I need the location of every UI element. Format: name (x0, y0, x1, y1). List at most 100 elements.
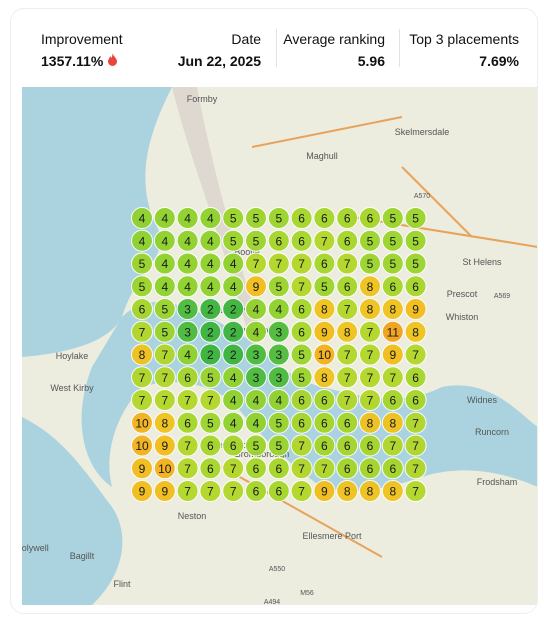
rank-marker (245, 457, 267, 480)
rank-label: 2 (230, 303, 237, 317)
rank-marker (336, 411, 359, 434)
rank-marker (290, 389, 313, 411)
rank-label: 2 (207, 348, 214, 362)
rank-marker (336, 207, 359, 229)
rank-label: 7 (367, 371, 374, 385)
rank-marker (381, 275, 404, 298)
rank-label: 4 (230, 280, 237, 294)
rank-label: 6 (344, 212, 351, 226)
rank-marker (404, 480, 427, 502)
place-label: Maghull (306, 151, 338, 161)
rank-label: 6 (344, 234, 351, 248)
rank-marker (313, 207, 336, 229)
dee-estuary (22, 417, 123, 605)
rank-label: 7 (412, 348, 419, 362)
rank-label: 4 (207, 234, 214, 248)
rank-marker (336, 389, 359, 411)
rank-label: 5 (253, 439, 260, 453)
rank-marker (245, 320, 267, 343)
rank-label: 4 (253, 416, 260, 430)
rank-marker (359, 207, 381, 229)
rank-label: 4 (161, 280, 168, 294)
rank-label: 7 (275, 257, 282, 271)
rank-label: 6 (298, 325, 305, 339)
rank-marker (313, 366, 336, 389)
rank-label: 5 (230, 234, 237, 248)
place-label: M56 (300, 590, 314, 597)
rank-label: 4 (207, 212, 214, 226)
rank-marker (131, 457, 153, 480)
rank-label: 5 (389, 234, 396, 248)
rank-marker (267, 343, 290, 366)
rank-label: 10 (318, 348, 332, 362)
rank-label: 7 (207, 485, 214, 499)
rank-marker (245, 252, 267, 275)
rank-label: 4 (230, 416, 237, 430)
rank-label: 2 (207, 325, 214, 339)
rank-marker (404, 207, 427, 229)
place-label: St Helens (462, 257, 502, 267)
rank-label: 4 (161, 212, 168, 226)
rank-marker (381, 320, 404, 343)
rank-label: 7 (389, 439, 396, 453)
rank-marker (153, 457, 176, 480)
rank-label: 7 (367, 394, 374, 408)
rank-marker (336, 252, 359, 275)
rank-marker (336, 320, 359, 343)
rank-marker (222, 207, 245, 229)
rank-marker (245, 298, 267, 320)
place-label: Hoylake (56, 351, 89, 361)
rank-marker (359, 457, 381, 480)
place-label: A570 (414, 193, 430, 200)
rank-marker (359, 434, 381, 457)
rank-label: 8 (344, 485, 351, 499)
rank-label: 8 (321, 371, 328, 385)
rank-label: 8 (161, 416, 168, 430)
rank-label: 7 (298, 280, 305, 294)
rank-label: 7 (184, 462, 191, 476)
rank-marker (313, 275, 336, 298)
rank-label: 7 (184, 485, 191, 499)
metric: Average ranking 5.96 (283, 31, 385, 69)
rank-label: 5 (367, 234, 374, 248)
rank-label: 7 (367, 325, 374, 339)
rank-marker (336, 434, 359, 457)
rank-marker (381, 434, 404, 457)
rank-marker (290, 343, 313, 366)
rank-label: 4 (230, 394, 237, 408)
rank-label: 7 (298, 439, 305, 453)
rank-label: 4 (275, 303, 282, 317)
rank-marker (359, 343, 381, 366)
rank-marker (336, 480, 359, 502)
rank-marker (153, 434, 176, 457)
rank-marker (404, 434, 427, 457)
rank-label: 3 (275, 348, 282, 362)
rank-label: 6 (321, 212, 328, 226)
rank-marker (199, 207, 222, 229)
rank-label: 7 (412, 485, 419, 499)
place-label: Skelmersdale (395, 127, 450, 137)
metric-value: 7.69% (479, 53, 519, 69)
rank-marker (267, 275, 290, 298)
rank-marker (290, 252, 313, 275)
rank-label: 9 (253, 280, 260, 294)
rank-marker (313, 343, 336, 366)
rank-label: 6 (344, 280, 351, 294)
rank-marker (313, 411, 336, 434)
rank-label: 8 (389, 416, 396, 430)
rank-label: 5 (412, 212, 419, 226)
rank-marker (222, 343, 245, 366)
divider (276, 29, 277, 67)
rank-label: 10 (135, 416, 149, 430)
rank-marker (290, 480, 313, 502)
rank-marker (222, 457, 245, 480)
rank-label: 10 (158, 462, 172, 476)
rank-label: 5 (367, 257, 374, 271)
rank-label: 2 (230, 325, 237, 339)
rank-marker (359, 480, 381, 502)
rank-marker (404, 298, 427, 320)
rank-label: 7 (367, 348, 374, 362)
rank-label: 6 (321, 257, 328, 271)
place-label: A494 (264, 599, 280, 605)
metric-value: 1357.11% (41, 53, 104, 69)
